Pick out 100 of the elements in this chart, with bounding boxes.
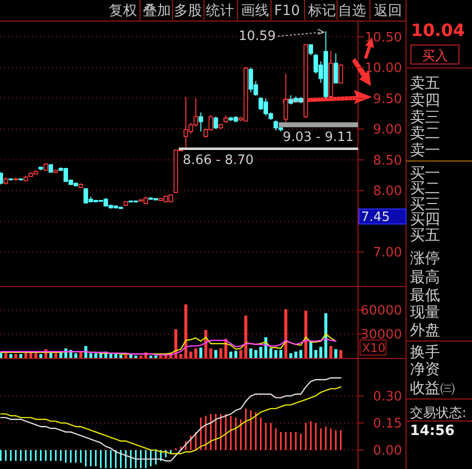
bar bbox=[334, 349, 338, 358]
bar bbox=[219, 348, 222, 358]
bar bbox=[174, 329, 178, 358]
bar bbox=[89, 353, 92, 358]
bar bbox=[119, 354, 122, 358]
text: 外盘 bbox=[410, 321, 440, 339]
candlestick bbox=[198, 112, 204, 132]
y-tick-label: 0.00 bbox=[373, 444, 402, 459]
y-tick-label: 8.00 bbox=[373, 184, 402, 200]
y-tick-label: 9.50 bbox=[373, 92, 402, 107]
bar bbox=[329, 346, 332, 358]
text: 卖三 bbox=[410, 108, 440, 126]
bar bbox=[239, 350, 242, 358]
text: 卖一 bbox=[410, 141, 440, 159]
bar bbox=[284, 309, 288, 358]
text: 统计 bbox=[206, 3, 234, 19]
bar bbox=[9, 354, 12, 358]
text: 7.45 bbox=[361, 210, 390, 225]
text: 卖四 bbox=[410, 91, 440, 109]
text: 买三 bbox=[410, 195, 440, 213]
text: 交易状态: bbox=[410, 405, 466, 421]
bar bbox=[74, 353, 78, 358]
bar bbox=[79, 352, 82, 358]
text: 现量 bbox=[410, 303, 440, 321]
bar bbox=[229, 352, 232, 358]
bar bbox=[199, 348, 202, 358]
bar bbox=[274, 350, 278, 358]
line-series bbox=[0, 377, 342, 462]
bar bbox=[189, 352, 192, 358]
candlestick bbox=[334, 52, 338, 84]
bar bbox=[324, 313, 328, 358]
bar bbox=[34, 353, 38, 358]
bar bbox=[24, 353, 28, 358]
y-tick-label: 10.50 bbox=[364, 30, 402, 46]
text: 10.04 bbox=[411, 21, 465, 41]
y-tick-label: 30000 bbox=[360, 328, 402, 342]
text: 涨停 bbox=[410, 249, 440, 267]
bar bbox=[124, 354, 128, 358]
bar bbox=[294, 352, 298, 358]
annotation: 10.59 bbox=[238, 29, 276, 44]
bar bbox=[194, 348, 198, 358]
text: 买一 bbox=[410, 164, 440, 182]
bar bbox=[279, 350, 282, 358]
bar bbox=[209, 348, 212, 358]
bar bbox=[234, 350, 238, 358]
bar bbox=[29, 352, 32, 358]
text: 叠加 bbox=[143, 3, 171, 19]
bar bbox=[259, 346, 262, 358]
y-tick-label: 7.00 bbox=[373, 246, 402, 261]
text: 画线 bbox=[241, 3, 269, 19]
text: X10 bbox=[362, 341, 386, 355]
bar bbox=[49, 352, 52, 358]
text: F10 bbox=[274, 3, 300, 19]
bar bbox=[249, 348, 252, 358]
bar bbox=[94, 353, 98, 358]
bar bbox=[299, 350, 302, 358]
line-series bbox=[0, 338, 336, 356]
bar bbox=[184, 304, 188, 358]
bar bbox=[254, 350, 258, 358]
bar bbox=[19, 354, 22, 358]
y-tick-label: 10.00 bbox=[364, 61, 402, 76]
bar bbox=[289, 353, 292, 358]
text: 买四 bbox=[410, 210, 440, 228]
candlestick bbox=[308, 44, 314, 56]
text: 最低 bbox=[410, 286, 440, 304]
y-tick-label: 60000 bbox=[360, 304, 402, 318]
bar bbox=[214, 350, 218, 358]
text: 多股 bbox=[174, 3, 202, 19]
text: 净资 bbox=[410, 360, 440, 378]
bar bbox=[0, 352, 2, 358]
bar bbox=[39, 354, 42, 358]
bar bbox=[14, 354, 18, 358]
bar bbox=[269, 348, 272, 358]
bar bbox=[54, 353, 58, 358]
bar bbox=[4, 353, 8, 358]
text: 买五 bbox=[410, 226, 440, 244]
bar bbox=[314, 350, 318, 358]
y-tick-label: 0.30 bbox=[373, 389, 402, 404]
bar bbox=[114, 354, 118, 358]
text: 自选 bbox=[338, 3, 366, 19]
text: 买入 bbox=[422, 49, 448, 64]
band-label: 9.03 - 9.11 bbox=[282, 130, 354, 146]
candlestick bbox=[214, 116, 218, 130]
text: 买二 bbox=[410, 179, 440, 197]
text: 换手 bbox=[410, 343, 440, 361]
y-tick-label: 9.00 bbox=[373, 122, 402, 138]
text: 最高 bbox=[410, 268, 440, 286]
bar bbox=[304, 310, 308, 358]
text: 复权 bbox=[109, 3, 137, 19]
text: 返回 bbox=[374, 3, 402, 19]
bar bbox=[179, 354, 182, 358]
text: 卖二 bbox=[410, 124, 440, 142]
candlestick bbox=[284, 73, 288, 123]
y-tick-label: 0.15 bbox=[373, 416, 402, 432]
text: 卖五 bbox=[410, 74, 440, 92]
text: 14:56 bbox=[410, 423, 455, 439]
text: 标记 bbox=[307, 3, 336, 19]
band-label: 8.66 - 8.70 bbox=[182, 153, 254, 168]
bar bbox=[339, 350, 342, 358]
y-tick-label: 8.50 bbox=[373, 153, 402, 168]
